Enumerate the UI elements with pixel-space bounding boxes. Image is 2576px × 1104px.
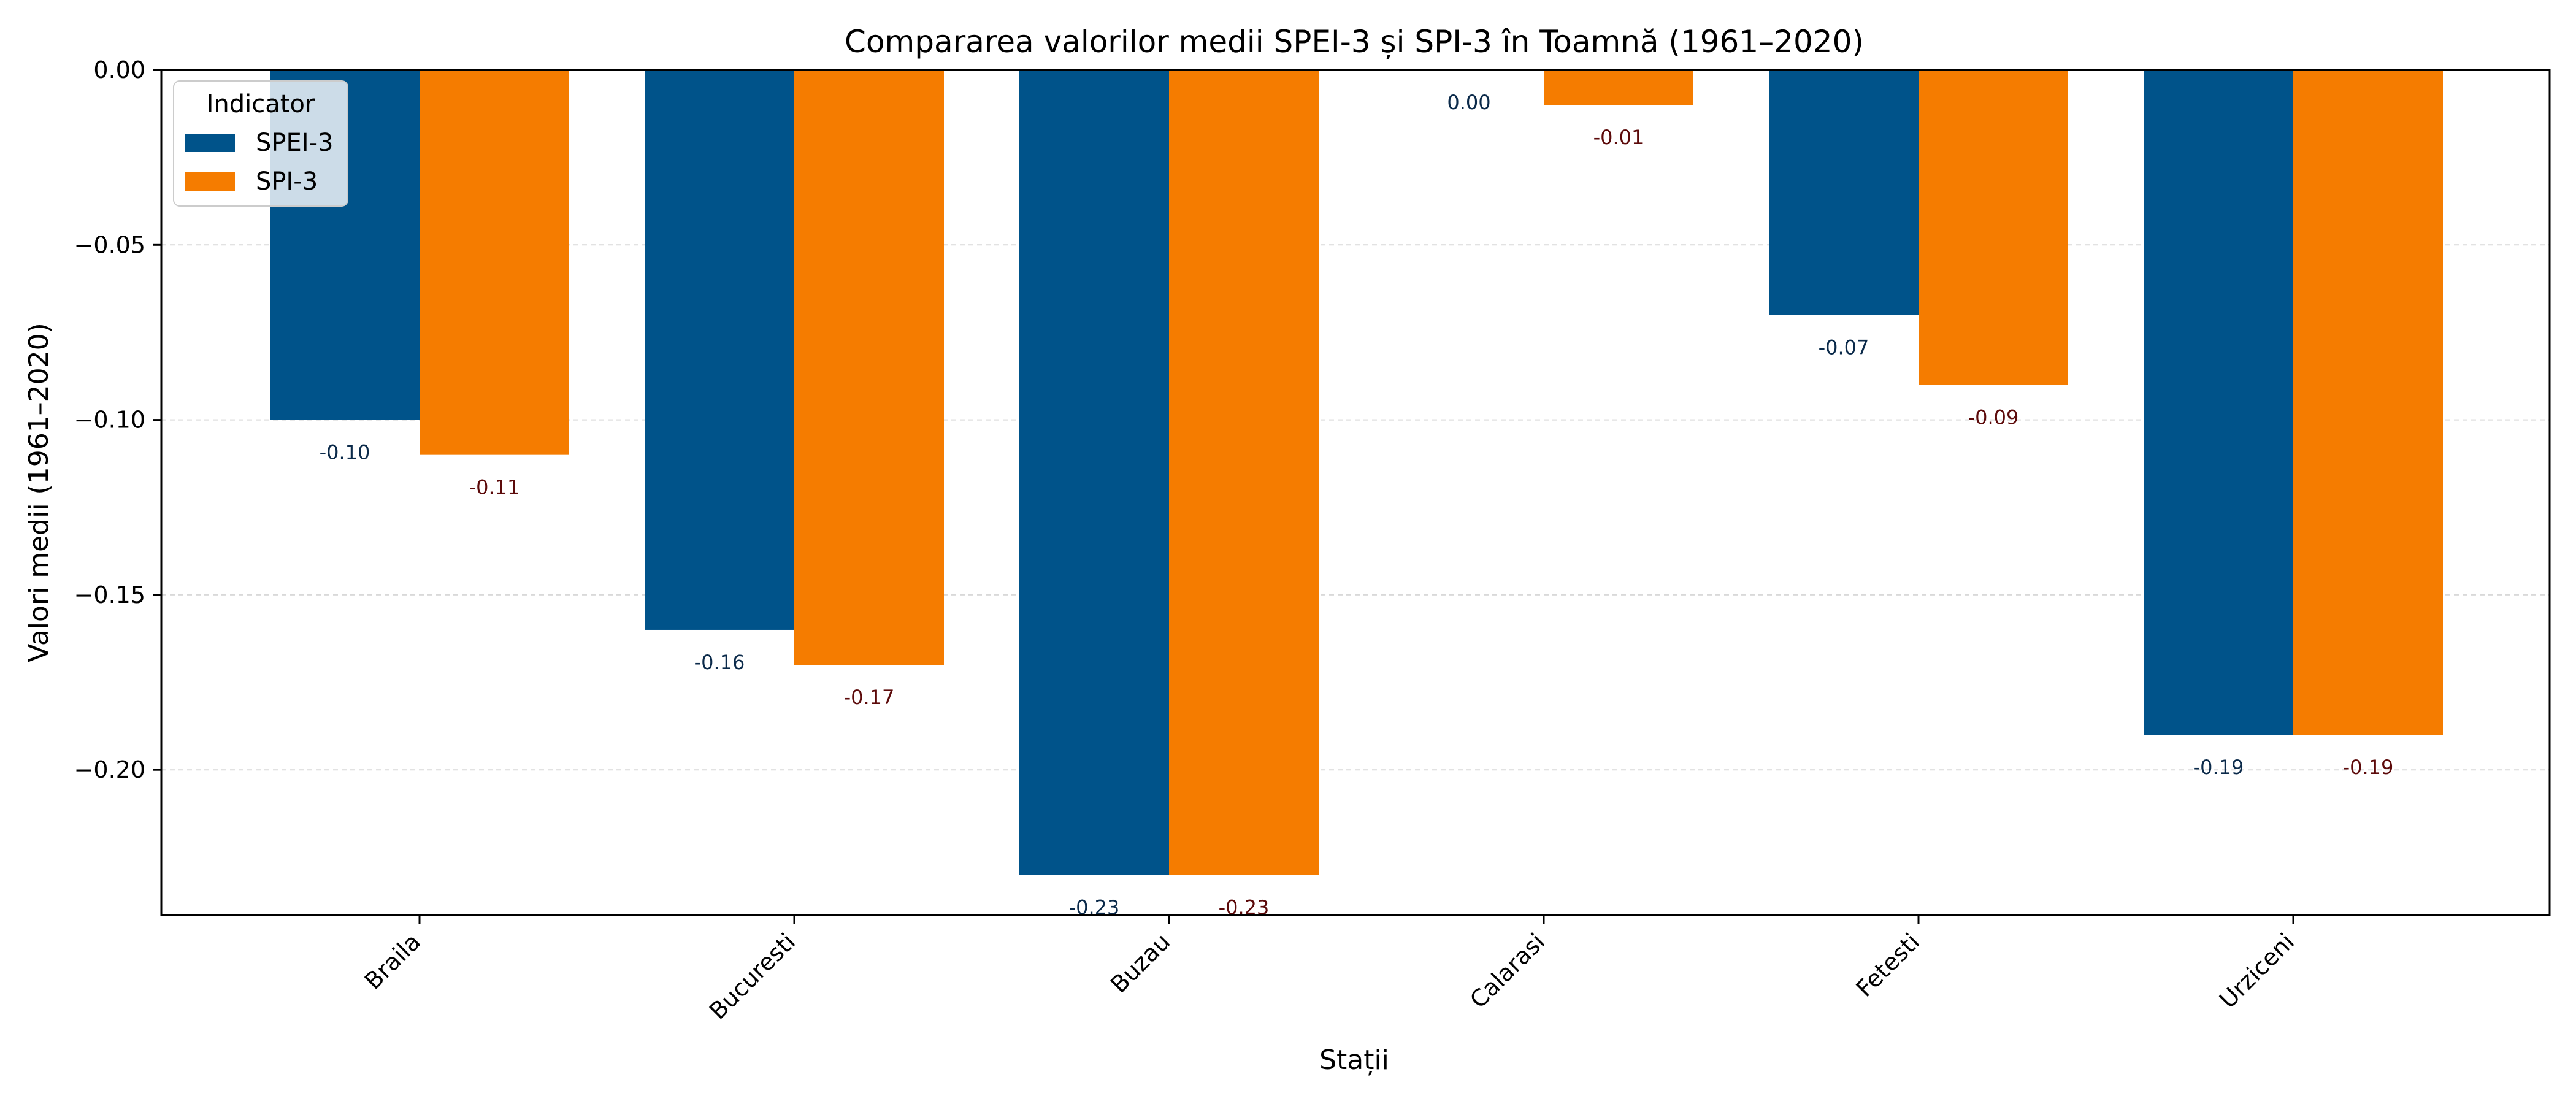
bar-spei-3-urziceni	[2144, 70, 2293, 735]
plot-frame	[160, 69, 2551, 916]
data-label-spi-3-bucuresti: -0.17	[844, 686, 895, 709]
bar-spi-3-bucuresti	[794, 70, 944, 665]
bar-spi-3-buzau	[1169, 70, 1319, 875]
x-tick-label-buzau: Buzau	[1105, 928, 1175, 998]
bar-spei-3-bucuresti	[645, 70, 794, 630]
legend-title: Indicator	[207, 90, 315, 118]
data-label-spi-3-urziceni: -0.19	[2343, 756, 2394, 779]
data-label-spi-3-fetesti: -0.09	[1968, 406, 2019, 429]
bar-spi-3-urziceni	[2293, 70, 2443, 735]
data-label-spei-3-bucuresti: -0.16	[694, 651, 745, 674]
legend-label-spei-3: SPEI-3	[256, 129, 333, 157]
x-tick-label-braila: Braila	[359, 928, 426, 994]
y-tick-label: −0.20	[74, 756, 145, 783]
bar-spei-3-buzau	[1019, 70, 1169, 875]
legend: Indicator SPEI-3 SPI-3	[173, 80, 348, 207]
data-label-spei-3-fetesti: -0.07	[1819, 335, 1869, 359]
legend-label-spi-3: SPI-3	[256, 167, 318, 196]
y-axis-label: Valori medii (1961–2020)	[23, 323, 55, 662]
x-tick-label-urziceni: Urziceni	[2214, 928, 2299, 1013]
bar-spi-3-braila	[420, 70, 569, 455]
y-tick-label: −0.15	[74, 581, 145, 608]
data-labels: -0.10-0.11-0.16-0.17-0.23 -0.230.00-0.01-…	[320, 91, 2394, 919]
legend-swatch-spi-3	[185, 172, 235, 191]
x-axis-label: Stații	[1319, 1045, 1389, 1076]
x-tick-label-fetesti: Fetesti	[1851, 928, 1925, 1002]
data-label-spei-3-calarasi: 0.00	[1447, 91, 1490, 114]
data-label-spi-3-braila: -0.11	[469, 476, 520, 499]
data-label-spi-3-calarasi: -0.01	[1593, 126, 1644, 149]
bar-spi-3-fetesti	[1919, 70, 2068, 385]
y-tick-label: 0.00	[93, 56, 145, 83]
bars	[270, 70, 2443, 875]
legend-swatch-spei-3	[185, 134, 235, 152]
y-tick-label: −0.05	[74, 231, 145, 258]
data-label-spei-3-braila: -0.10	[320, 441, 370, 464]
bar-spi-3-calarasi	[1544, 70, 1693, 105]
chart-title: Compararea valorilor medii SPEI-3 și SPI…	[845, 24, 1864, 59]
x-tick-label-calarasi: Calarasi	[1465, 928, 1550, 1013]
data-label-spei-3-urziceni: -0.19	[2193, 756, 2244, 779]
y-tick-label: −0.10	[74, 407, 145, 434]
bar-spei-3-fetesti	[1769, 70, 1919, 315]
x-tick-label-bucuresti: Bucuresti	[704, 928, 800, 1024]
